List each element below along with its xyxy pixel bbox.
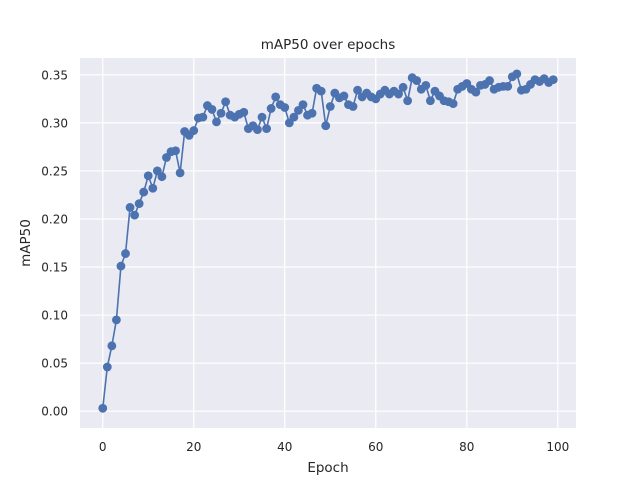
data-point	[512, 69, 522, 79]
data-point	[403, 96, 413, 106]
x-tick-label: 40	[277, 440, 292, 454]
y-tick-label: 0.10	[41, 309, 68, 323]
data-point	[102, 362, 112, 372]
y-tick-label: 0.30	[41, 116, 68, 130]
data-point	[448, 99, 458, 109]
data-point	[266, 104, 276, 113]
data-point	[471, 87, 481, 97]
data-point	[107, 341, 117, 351]
x-tick-label: 20	[186, 440, 201, 454]
data-point	[257, 112, 267, 122]
data-point	[425, 96, 435, 106]
y-tick-label: 0.20	[41, 212, 68, 226]
data-point	[134, 199, 144, 208]
data-point	[394, 89, 403, 99]
y-axis-ticks: 0.00 0.05 0.10 0.15 0.20 0.25 0.30 0.35	[41, 68, 68, 418]
data-point	[339, 91, 349, 101]
data-point	[139, 187, 149, 197]
x-tick-label: 100	[546, 440, 569, 454]
data-point	[112, 315, 121, 325]
x-axis-label: Epoch	[307, 460, 348, 476]
data-point	[503, 81, 513, 91]
data-point	[239, 107, 249, 117]
data-point	[321, 121, 331, 131]
grid	[80, 58, 576, 428]
data-point	[325, 102, 335, 111]
data-point	[421, 80, 431, 90]
data-point	[353, 85, 362, 95]
y-tick-label: 0.05	[41, 357, 68, 371]
data-point	[280, 103, 290, 112]
x-axis-ticks: 0 20 40 60 80 100	[99, 440, 569, 454]
data-point	[298, 100, 308, 110]
data-point	[316, 86, 326, 96]
data-point	[116, 261, 126, 271]
data-point	[412, 76, 422, 85]
data-point	[307, 108, 317, 118]
y-axis-label: mAP50	[18, 219, 34, 267]
chart-title: mAP50 over epochs	[261, 37, 396, 53]
data-point	[98, 403, 108, 413]
x-tick-label: 60	[368, 440, 383, 454]
data-point	[548, 75, 558, 85]
y-tick-label: 0.35	[41, 68, 68, 82]
data-point	[262, 124, 271, 134]
x-tick-label: 80	[459, 440, 474, 454]
data-point	[348, 102, 358, 111]
plot-area	[80, 58, 576, 428]
data-point	[189, 126, 199, 135]
y-tick-label: 0.15	[41, 261, 68, 275]
data-point	[253, 125, 262, 134]
data-point	[289, 112, 299, 122]
data-point	[148, 183, 158, 193]
data-point	[398, 82, 408, 92]
data-point	[216, 108, 226, 118]
data-point	[125, 203, 135, 212]
data-point	[130, 210, 140, 220]
data-point	[271, 92, 281, 102]
data-point	[198, 112, 208, 122]
data-point	[221, 97, 231, 107]
data-point	[175, 168, 185, 178]
data-point	[157, 172, 167, 182]
data-point	[485, 76, 494, 85]
data-point	[212, 117, 221, 127]
data-point	[143, 171, 153, 181]
x-tick-label: 0	[99, 440, 107, 454]
data-point	[171, 146, 180, 156]
y-tick-label: 0.25	[41, 164, 68, 178]
y-tick-label: 0.00	[41, 405, 68, 419]
data-point	[207, 105, 217, 114]
series-layer	[98, 69, 558, 413]
data-point	[121, 249, 130, 258]
